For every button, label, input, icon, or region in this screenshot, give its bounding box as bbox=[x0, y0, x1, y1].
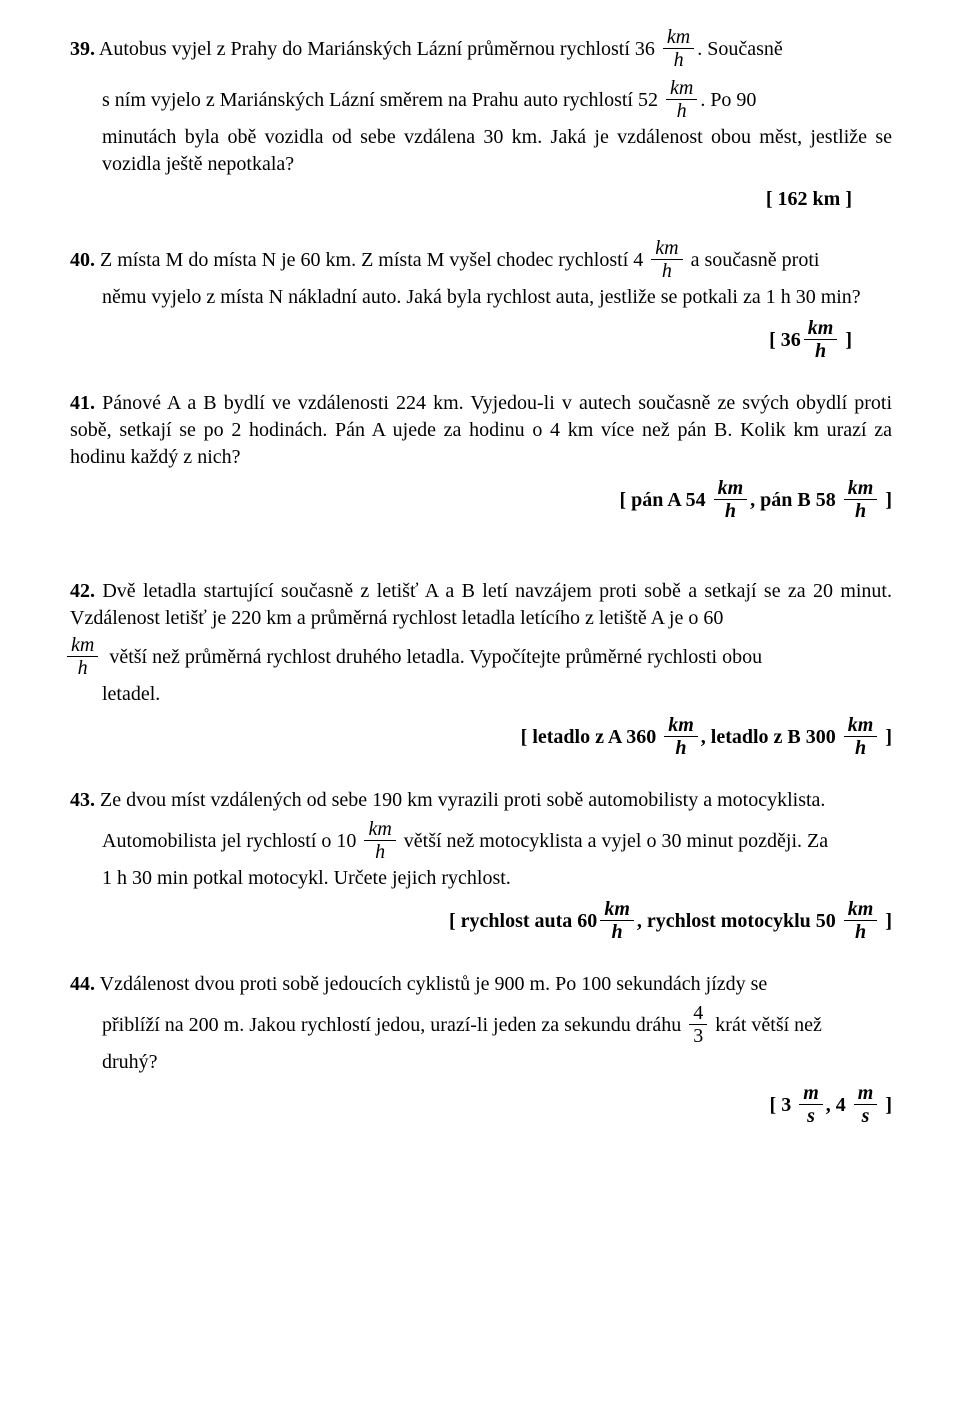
text: ] bbox=[880, 910, 892, 932]
text-line: němu vyjelo z místa N nákladní auto. Jak… bbox=[70, 284, 892, 311]
problem-39-body: 39. Autobus vyjel z Prahy do Mariánských… bbox=[70, 28, 892, 178]
problem-43-body: 43. Ze dvou míst vzdálených od sebe 190 … bbox=[70, 787, 892, 892]
text-line: Automobilista jel rychlostí o 10 kmh vět… bbox=[70, 820, 892, 865]
fraction-km-h: kmh bbox=[651, 237, 682, 282]
problem-42: 42. Dvě letadla startující současně z le… bbox=[70, 578, 892, 761]
problem-44: 44. Vzdálenost dvou proti sobě jedoucích… bbox=[70, 971, 892, 1129]
text-line: druhý? bbox=[70, 1049, 892, 1076]
text: Autobus vyjel z Prahy do Mariánských Láz… bbox=[99, 38, 655, 60]
text: Dvě letadla startující současně z letišť… bbox=[70, 580, 892, 629]
text: [ 36 bbox=[769, 329, 801, 351]
text: Vzdálenost dvou proti sobě jedoucích cyk… bbox=[100, 973, 768, 995]
problem-40: 40. Z místa M do místa N je 60 km. Z mís… bbox=[70, 239, 892, 364]
text: přiblíží na 200 m. Jakou rychlostí jedou… bbox=[102, 1014, 686, 1036]
text: letadel. bbox=[102, 683, 160, 705]
text-line: kmh větší než průměrná rychlost druhého … bbox=[70, 636, 892, 681]
text-line: přiblíží na 200 m. Jakou rychlostí jedou… bbox=[70, 1004, 892, 1049]
fraction-km-h: kmh bbox=[666, 77, 697, 122]
text: ] bbox=[880, 1094, 892, 1116]
text: ] bbox=[880, 726, 892, 748]
answer: [ letadlo z A 360 kmh, letadlo z B 300 k… bbox=[70, 716, 892, 761]
text-line: letadel. bbox=[70, 681, 892, 708]
fraction-km-h: kmh bbox=[663, 26, 694, 71]
text: němu vyjelo z místa N nákladní auto. Jak… bbox=[102, 286, 861, 308]
answer: [ pán A 54 kmh, pán B 58 kmh ] bbox=[70, 479, 892, 524]
fraction-km-h: kmh bbox=[844, 898, 878, 943]
fraction-km-h: kmh bbox=[664, 714, 698, 759]
problem-39: 39. Autobus vyjel z Prahy do Mariánských… bbox=[70, 28, 892, 213]
text: , pán B 58 bbox=[750, 489, 841, 511]
fraction-m-s: ms bbox=[854, 1082, 878, 1127]
answer: [ 3 ms, 4 ms ] bbox=[70, 1084, 892, 1129]
fraction-km-h: kmh bbox=[364, 818, 395, 863]
problem-number: 39. bbox=[70, 38, 95, 60]
problem-number: 42. bbox=[70, 580, 95, 602]
fraction-km-h: kmh bbox=[67, 634, 98, 679]
fraction-km-h: kmh bbox=[804, 317, 838, 362]
text: větší než průměrná rychlost druhého leta… bbox=[104, 646, 762, 668]
text: Z místa M do místa N je 60 km. Z místa M… bbox=[100, 249, 643, 271]
text: . Po 90 bbox=[700, 89, 756, 111]
fraction-km-h: kmh bbox=[844, 714, 878, 759]
problem-42-body: 42. Dvě letadla startující současně z le… bbox=[70, 578, 892, 708]
fraction-4-3: 43 bbox=[689, 1002, 707, 1047]
text: ] bbox=[880, 489, 892, 511]
text: [ rychlost auta 60 bbox=[449, 910, 597, 932]
problem-44-body: 44. Vzdálenost dvou proti sobě jedoucích… bbox=[70, 971, 892, 1076]
text: větší než motocyklista a vyjel o 30 minu… bbox=[404, 830, 828, 852]
text: , letadlo z B 300 bbox=[701, 726, 841, 748]
answer: [ rychlost auta 60kmh, rychlost motocykl… bbox=[70, 900, 892, 945]
problem-41: 41. Pánové A a B bydlí ve vzdálenosti 22… bbox=[70, 390, 892, 524]
text-line: 1 h 30 min potkal motocykl. Určete jejic… bbox=[70, 865, 892, 892]
fraction-km-h: kmh bbox=[714, 477, 748, 522]
text: druhý? bbox=[102, 1051, 158, 1073]
text: Pánové A a B bydlí ve vzdálenosti 224 km… bbox=[70, 392, 892, 468]
fraction-km-h: kmh bbox=[844, 477, 878, 522]
answer: [ 162 km ] bbox=[70, 186, 892, 213]
problem-number: 40. bbox=[70, 249, 95, 271]
problem-43: 43. Ze dvou míst vzdálených od sebe 190 … bbox=[70, 787, 892, 945]
text: minutách byla obě vozidla od sebe vzdále… bbox=[102, 126, 892, 175]
text: . Současně bbox=[697, 38, 783, 60]
text: krát větší než bbox=[715, 1014, 822, 1036]
text: , 4 bbox=[826, 1094, 851, 1116]
text: Automobilista jel rychlostí o 10 bbox=[102, 830, 361, 852]
problem-number: 43. bbox=[70, 789, 95, 811]
problem-41-body: 41. Pánové A a B bydlí ve vzdálenosti 22… bbox=[70, 390, 892, 471]
fraction-m-s: ms bbox=[799, 1082, 823, 1127]
text: [ letadlo z A 360 bbox=[521, 726, 662, 748]
text-line: s ním vyjelo z Mariánských Lázní směrem … bbox=[70, 79, 892, 124]
text: Ze dvou míst vzdálených od sebe 190 km v… bbox=[100, 789, 825, 811]
text: 1 h 30 min potkal motocykl. Určete jejic… bbox=[102, 867, 511, 889]
text-line: minutách byla obě vozidla od sebe vzdále… bbox=[70, 124, 892, 178]
text: [ pán A 54 bbox=[619, 489, 710, 511]
text: , rychlost motocyklu 50 bbox=[637, 910, 841, 932]
problem-40-body: 40. Z místa M do místa N je 60 km. Z mís… bbox=[70, 239, 892, 311]
text: s ním vyjelo z Mariánských Lázní směrem … bbox=[102, 89, 658, 111]
text: a současně proti bbox=[691, 249, 820, 271]
answer: [ 36kmh ] bbox=[70, 319, 892, 364]
problem-number: 41. bbox=[70, 392, 95, 414]
fraction-km-h: kmh bbox=[600, 898, 634, 943]
text: ] bbox=[840, 329, 852, 351]
text: [ 3 bbox=[770, 1094, 797, 1116]
problem-number: 44. bbox=[70, 973, 95, 995]
